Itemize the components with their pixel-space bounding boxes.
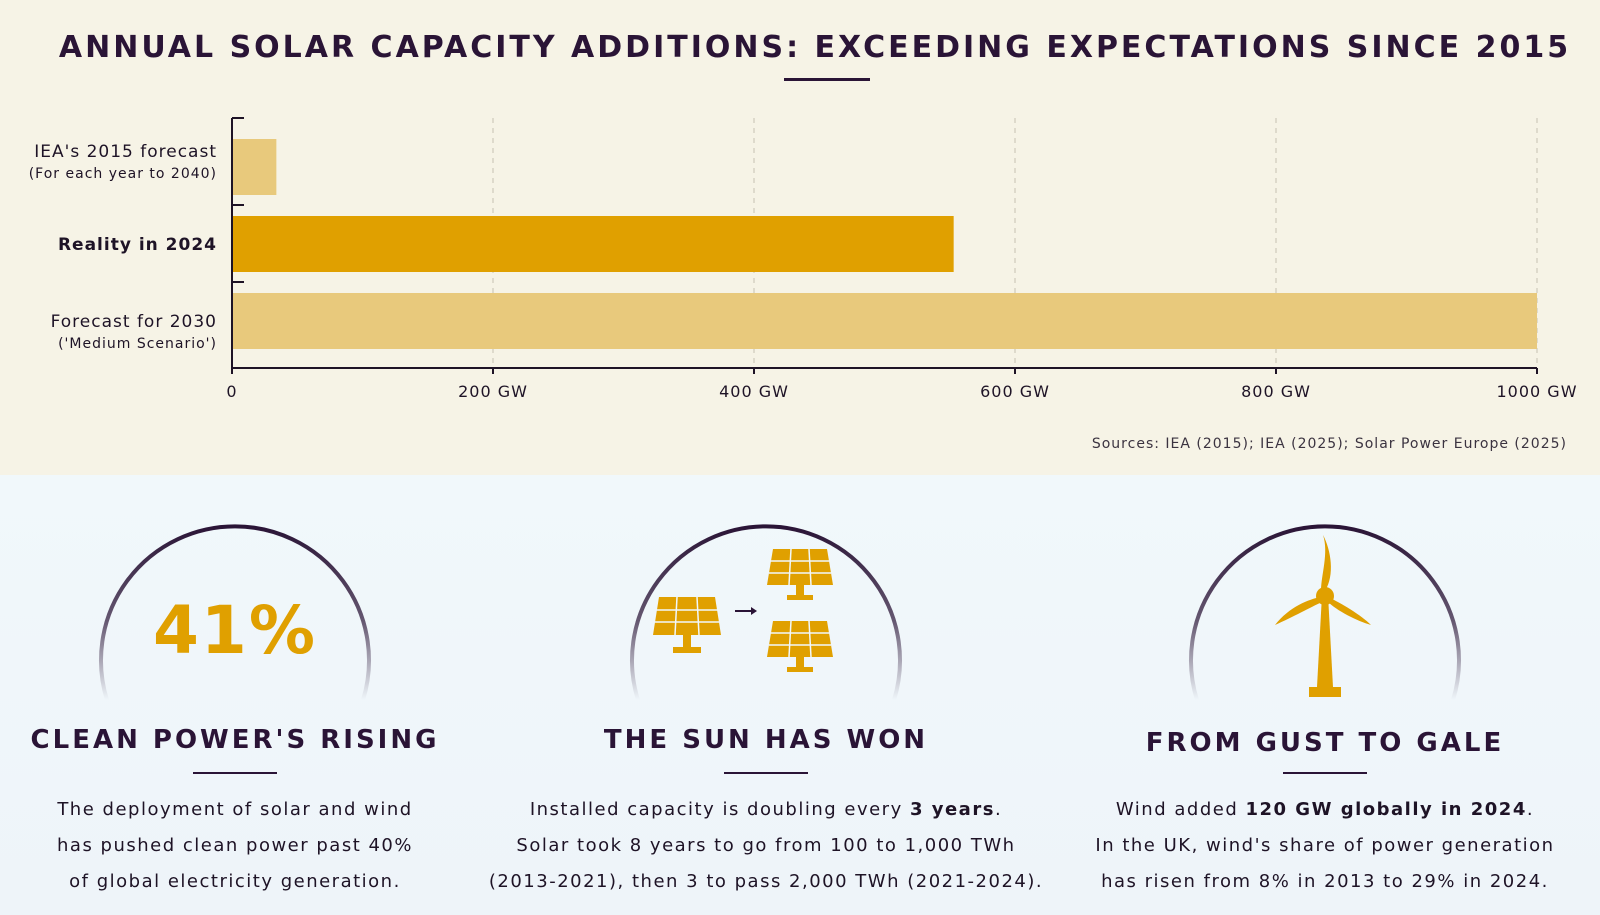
bar-chart: 0 200 GW 400 GW 600 GW 800 GW 1000 GW — [226, 117, 1577, 401]
bar — [233, 139, 277, 195]
x-tick-label: 400 GW — [719, 382, 789, 401]
panel-body: Installed capacity is doubling every 3 y… — [486, 792, 1046, 900]
category-main-label: IEA's 2015 forecast — [34, 142, 217, 162]
arc-decoration — [99, 524, 371, 701]
panel-body: Wind added 120 GW globally in 2024. In t… — [1045, 792, 1600, 900]
solar-panels-doubling-icon — [653, 548, 833, 672]
chart-title: ANNUAL SOLAR CAPACITY ADDITIONS: EXCEEDI… — [58, 30, 1572, 65]
category-sub-label: ('Medium Scenario') — [58, 336, 217, 352]
arc-decoration — [630, 524, 902, 701]
category-label-forecast-2015: IEA's 2015 forecast (For each year to 20… — [29, 142, 217, 182]
wind-turbine-icon — [1275, 535, 1371, 697]
body-line: of global electricity generation. — [69, 871, 401, 892]
panel-body: The deployment of solar and wind has pus… — [0, 792, 515, 900]
panel-title: FROM GUST TO GALE — [1145, 728, 1505, 758]
body-line: Installed capacity is doubling every 3 y… — [529, 799, 1003, 820]
panel-underline — [724, 772, 808, 774]
body-line: Wind added 120 GW globally in 2024. — [1115, 799, 1535, 820]
x-tick-label: 200 GW — [458, 382, 528, 401]
title-underline — [784, 78, 870, 81]
category-label-forecast-2030: Forecast for 2030 ('Medium Scenario') — [51, 312, 217, 352]
body-line: In the UK, wind's share of power generat… — [1095, 835, 1555, 856]
sources-note: Sources: IEA (2015); IEA (2025); Solar P… — [1091, 436, 1567, 452]
body-line: (2013-2021), then 3 to pass 2,000 TWh (2… — [488, 871, 1044, 892]
body-line: has risen from 8% in 2013 to 29% in 2024… — [1101, 871, 1549, 892]
category-sub-label: (For each year to 2040) — [28, 166, 217, 182]
x-tick-label: 800 GW — [1241, 382, 1311, 401]
panel-underline — [1283, 772, 1367, 774]
panel-title: CLEAN POWER'S RISING — [30, 725, 440, 755]
body-line: has pushed clean power past 40% — [57, 835, 413, 856]
percent-stat: 41% — [153, 592, 317, 669]
body-line: The deployment of solar and wind — [57, 799, 413, 820]
x-tick-label: 0 — [226, 382, 237, 401]
x-tick-label: 600 GW — [980, 382, 1050, 401]
panel-gust-to-gale: FROM GUST TO GALE Wind added 120 GW glob… — [1045, 500, 1600, 900]
panel-underline — [193, 772, 277, 774]
panel-sun-has-won: THE SUN HAS WON Installed capacity is do… — [486, 500, 1046, 900]
category-main-label: Reality in 2024 — [57, 235, 217, 255]
arc-decoration — [1189, 524, 1461, 701]
bar — [233, 216, 954, 272]
panel-title: THE SUN HAS WON — [603, 725, 929, 755]
panel-clean-power: 41% CLEAN POWER'S RISING The deployment … — [0, 500, 515, 900]
body-line: Solar took 8 years to go from 100 to 1,0… — [516, 835, 1016, 856]
category-main-label: Forecast for 2030 — [50, 312, 217, 332]
category-label-reality-2024: Reality in 2024 — [58, 235, 217, 255]
bar — [233, 293, 1537, 349]
x-tick-label: 1000 GW — [1496, 382, 1577, 401]
